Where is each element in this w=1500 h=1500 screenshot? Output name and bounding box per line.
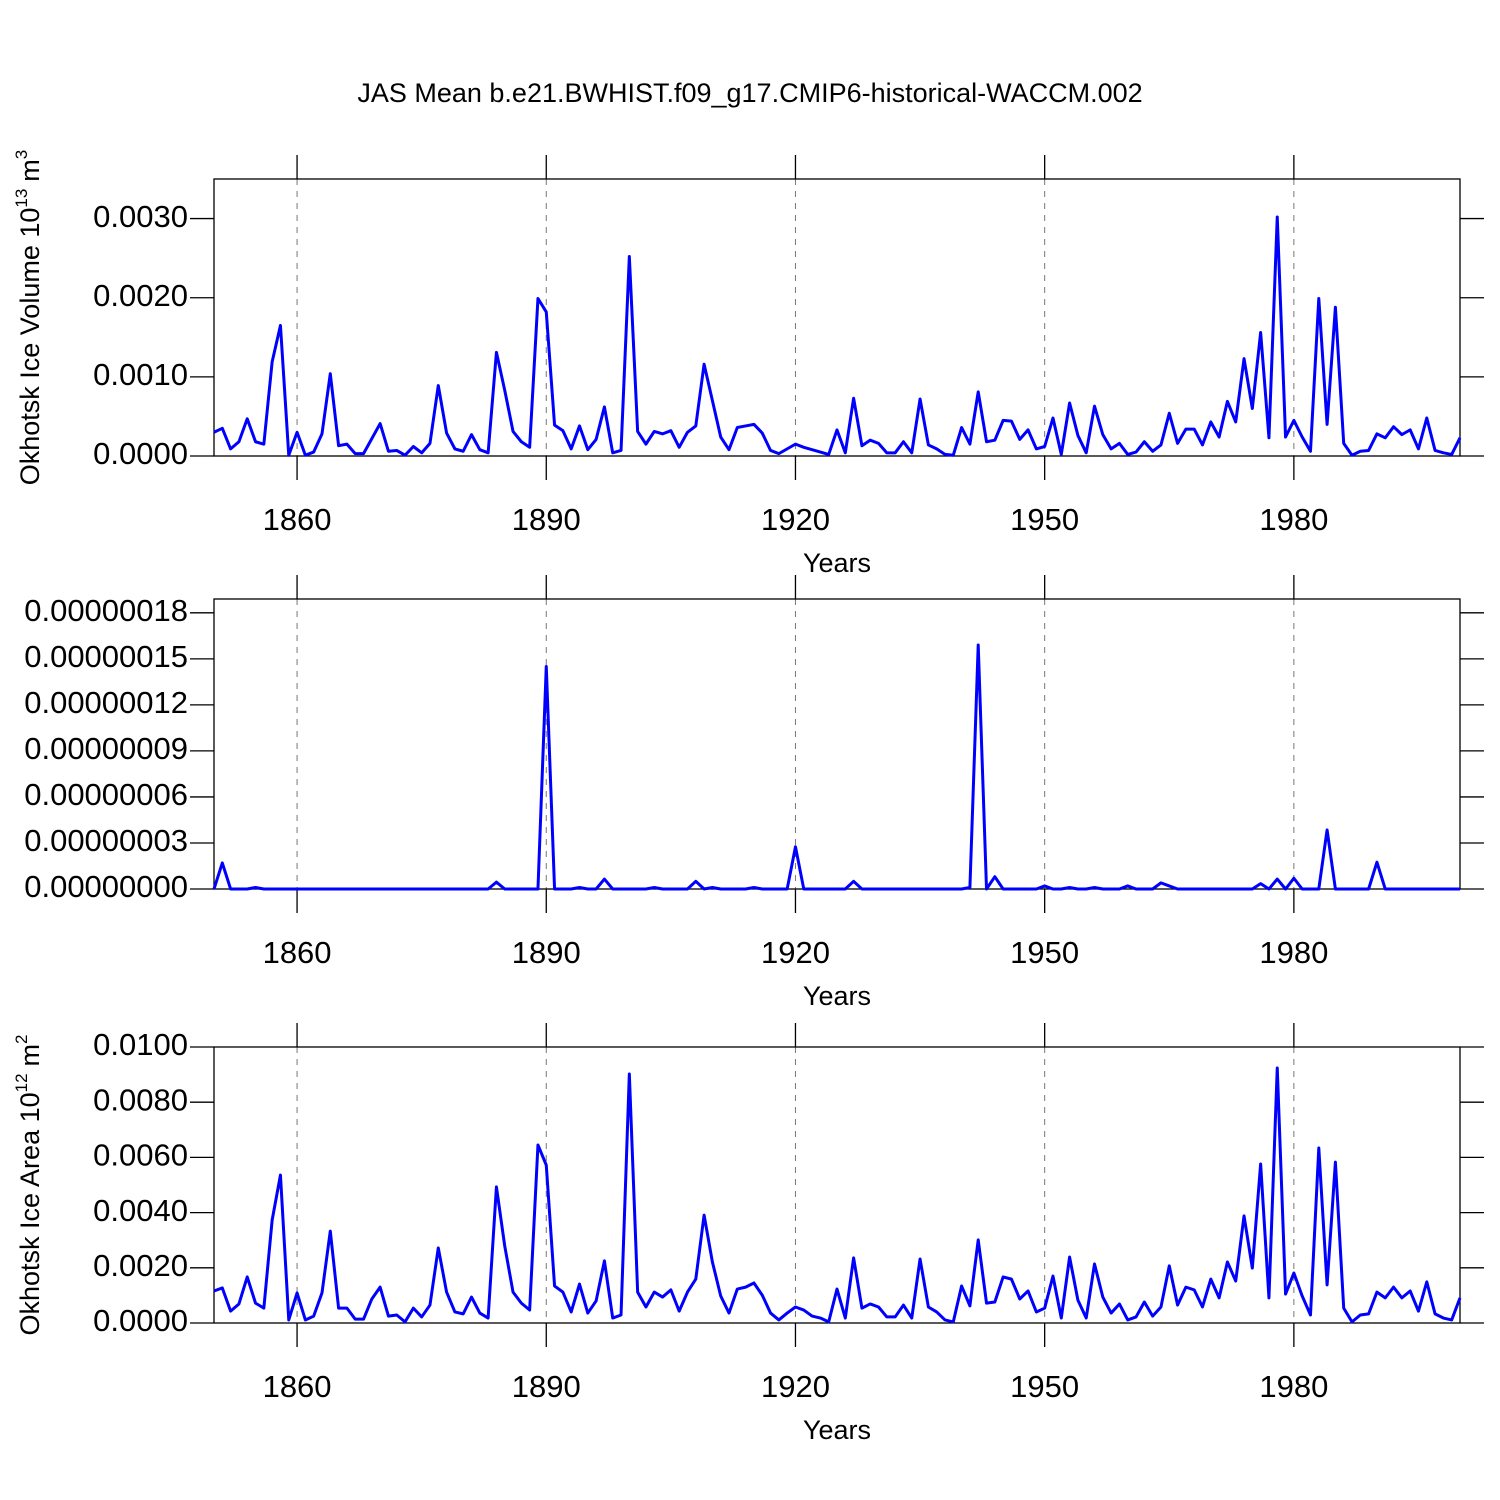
x-tick-label: 1920 <box>761 1369 830 1404</box>
plot-frame <box>213 1046 1461 1324</box>
y-tick-label: 0.00000000 <box>24 869 188 904</box>
y-axis-label-part: m <box>15 159 45 182</box>
plot-frame <box>213 178 1461 457</box>
y-tick-label: 0.00000003 <box>24 823 188 858</box>
y-tick-label: 0.0000 <box>93 436 188 471</box>
x-tick-label: 1890 <box>512 502 581 537</box>
x-axis-label: Years <box>803 981 871 1011</box>
y-tick-label: 0.0080 <box>93 1082 188 1117</box>
figure-title: JAS Mean b.e21.BWHIST.f09_g17.CMIP6-hist… <box>357 78 1142 108</box>
y-tick-label: 0.0030 <box>93 199 188 234</box>
x-tick-label: 1950 <box>1010 1369 1079 1404</box>
data-line <box>213 215 1462 457</box>
data-line <box>213 1066 1462 1324</box>
y-tick-label: 0.00000009 <box>24 731 188 766</box>
x-tick-label: 1890 <box>512 935 581 970</box>
y-tick-label: 0.0060 <box>93 1138 188 1173</box>
y-axis-label: Okhotsk Ice Area 1012 m2 <box>12 1034 45 1335</box>
y-axis-label: Okhotsk Ice Volume 1013 m3 <box>12 150 45 486</box>
y-axis-label-part: Okhotsk Ice Area 10 <box>15 1092 45 1335</box>
plot-frame <box>213 598 1461 890</box>
y-tick-label: 0.0010 <box>93 357 188 392</box>
y-tick-label: 0.00000015 <box>24 639 188 674</box>
x-axis-label: Years <box>803 1415 871 1445</box>
y-tick-label: 0.0100 <box>93 1027 188 1062</box>
y-tick-label: 0.00000006 <box>24 777 188 812</box>
x-tick-label: 1980 <box>1259 935 1328 970</box>
y-axis-label-part: 13 <box>12 189 31 208</box>
x-tick-label: 1860 <box>263 502 332 537</box>
y-tick-label: 0.00000012 <box>24 685 188 720</box>
x-tick-label: 1920 <box>761 502 830 537</box>
y-tick-label: 0.0000 <box>93 1303 188 1338</box>
y-axis-label-part: 3 <box>12 150 31 159</box>
x-tick-label: 1890 <box>512 1369 581 1404</box>
x-tick-label: 1950 <box>1010 502 1079 537</box>
y-axis-label-part: m <box>15 1044 45 1067</box>
x-tick-label: 1950 <box>1010 935 1079 970</box>
x-tick-label: 1920 <box>761 935 830 970</box>
x-tick-label: 1860 <box>263 1369 332 1404</box>
y-tick-label: 0.00000018 <box>24 593 188 628</box>
y-axis-label-part: 2 <box>12 1034 31 1043</box>
y-axis-label-part: Okhotsk Ice Volume 10 <box>15 208 45 486</box>
y-tick-label: 0.0040 <box>93 1193 188 1228</box>
y-axis-label-part: 12 <box>12 1073 31 1092</box>
x-tick-label: 1860 <box>263 935 332 970</box>
x-tick-label: 1980 <box>1259 1369 1328 1404</box>
x-tick-label: 1980 <box>1259 502 1328 537</box>
y-tick-label: 0.0020 <box>93 278 188 313</box>
x-axis-label: Years <box>803 548 871 578</box>
data-line <box>212 643 1460 891</box>
y-tick-label: 0.0020 <box>93 1248 188 1283</box>
